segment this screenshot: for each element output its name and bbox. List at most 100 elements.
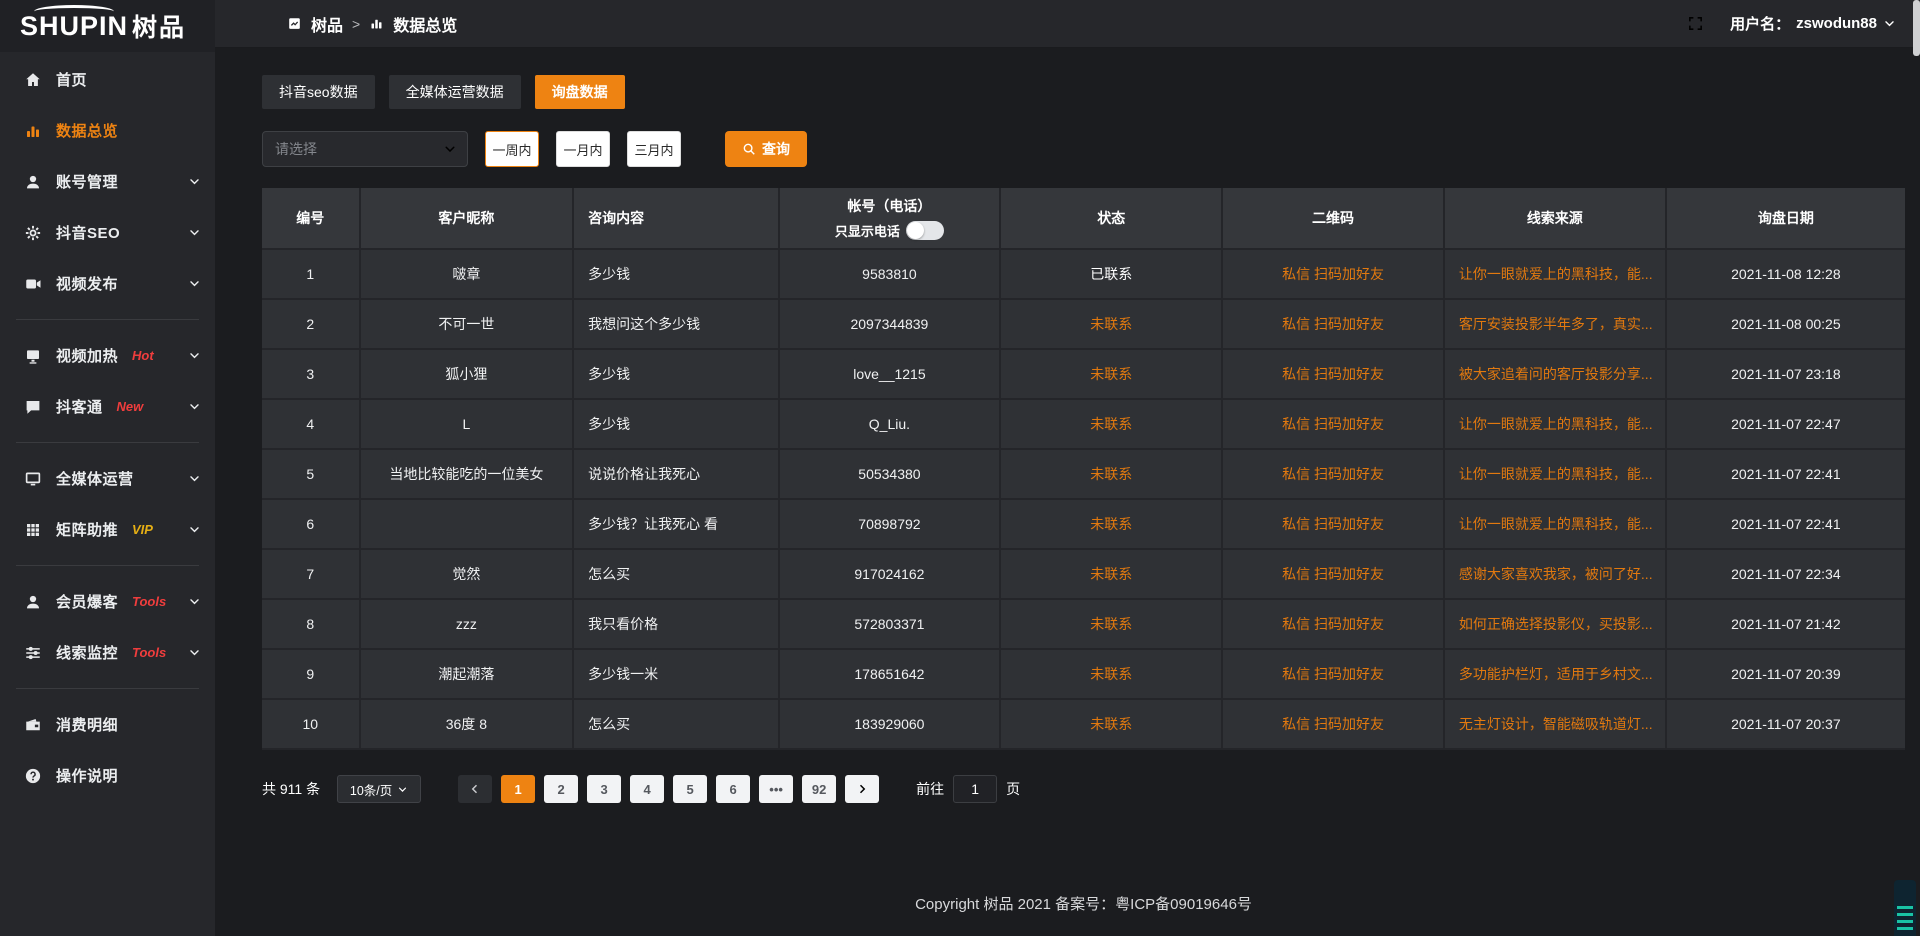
cell-qrcode-link[interactable]: 私信 扫码加好友 [1223, 600, 1445, 650]
sidebar-item-label: 会员爆客 [56, 594, 119, 611]
phone-only-toggle[interactable] [905, 221, 944, 240]
col-id: 编号 [262, 188, 361, 250]
cell-source-link[interactable]: 让你一眼就爱上的黑科技，能... [1444, 500, 1667, 550]
chevron-down-icon [188, 472, 201, 485]
date-range-button[interactable]: 三月内 [627, 131, 681, 167]
cell-source-link[interactable]: 让你一眼就爱上的黑科技，能... [1444, 400, 1667, 450]
page-number-button[interactable]: 3 [587, 775, 622, 803]
cell-content: 怎么买 [574, 700, 780, 750]
cell-nickname: L [360, 400, 575, 450]
chevron-down-icon [188, 349, 201, 362]
cell-account: 917024162 [779, 550, 1002, 600]
goto-page-input[interactable] [953, 775, 998, 803]
cell-date: 2021-11-07 23:18 [1666, 350, 1905, 400]
corner-widget[interactable] [1894, 880, 1916, 936]
cell-content: 多少钱 [574, 400, 780, 450]
col-qrcode: 二维码 [1223, 188, 1445, 250]
scrollbar-thumb[interactable] [1913, 0, 1920, 56]
chevron-down-icon [188, 175, 201, 188]
sidebar-item-badge: Hot [132, 348, 154, 363]
cell-nickname: 36度 8 [360, 700, 575, 750]
sidebar-item[interactable]: 账号管理 [0, 156, 215, 207]
data-tab[interactable]: 询盘数据 [534, 75, 625, 109]
sidebar-item[interactable]: 会员爆客 Tools [0, 576, 215, 627]
cell-qrcode-link[interactable]: 私信 扫码加好友 [1223, 550, 1445, 600]
sidebar-item[interactable]: 消费明细 [0, 699, 215, 750]
col-account: 帐号（电话） 只显示电话 [779, 188, 1002, 250]
sidebar-item[interactable]: 视频发布 [0, 258, 215, 309]
cell-source-link[interactable]: 让你一眼就爱上的黑科技，能... [1444, 450, 1667, 500]
cell-qrcode-link[interactable]: 私信 扫码加好友 [1223, 250, 1445, 300]
sidebar-item[interactable]: 线索监控 Tools [0, 627, 215, 678]
sidebar-item-icon [24, 173, 42, 191]
cell-date: 2021-11-07 20:37 [1666, 700, 1905, 750]
breadcrumb-separator: > [352, 15, 361, 32]
cell-source-link[interactable]: 被大家追着问的客厅投影分享... [1444, 350, 1667, 400]
cell-source-link[interactable]: 让你一眼就爱上的黑科技，能... [1444, 250, 1667, 300]
cell-source-link[interactable]: 多功能护栏灯，适用于乡村文... [1444, 650, 1667, 700]
cell-qrcode-link[interactable]: 私信 扫码加好友 [1223, 400, 1445, 450]
sidebar-item[interactable]: 矩阵助推 VIP [0, 504, 215, 555]
cell-qrcode-link[interactable]: 私信 扫码加好友 [1223, 500, 1445, 550]
sidebar-item[interactable]: 操作说明 [0, 750, 215, 801]
page-number-button[interactable]: 1 [501, 775, 536, 803]
date-range-button[interactable]: 一周内 [485, 131, 539, 167]
sidebar-item-badge: VIP [132, 522, 153, 537]
cell-content: 说说价格让我死心 [574, 450, 780, 500]
sidebar-item[interactable]: 首页 [0, 54, 215, 105]
cell-id: 5 [262, 450, 361, 500]
page-number-button[interactable]: 6 [716, 775, 751, 803]
cell-qrcode-link[interactable]: 私信 扫码加好友 [1223, 450, 1445, 500]
table-row: 5 当地比较能吃的一位美女 说说价格让我死心 50534380 未联系 私信 扫… [262, 450, 1905, 500]
cell-account: love__1215 [779, 350, 1002, 400]
page-size-select[interactable]: 10条/页 [337, 775, 422, 803]
prev-page-button[interactable] [458, 775, 493, 803]
cell-date: 2021-11-07 22:41 [1666, 450, 1905, 500]
cell-date: 2021-11-07 20:39 [1666, 650, 1905, 700]
sidebar-item[interactable]: 抖客通 New [0, 381, 215, 432]
filter-select[interactable]: 请选择 [262, 131, 468, 167]
user-menu[interactable]: 用户名： zswodun88 [1730, 13, 1896, 34]
sidebar-item[interactable]: 全媒体运营 [0, 453, 215, 504]
page-number-button[interactable]: ••• [759, 775, 794, 803]
cell-source-link[interactable]: 如何正确选择投影仪，买投影... [1444, 600, 1667, 650]
cell-qrcode-link[interactable]: 私信 扫码加好友 [1223, 300, 1445, 350]
page-number-button[interactable]: 4 [630, 775, 665, 803]
sidebar-item-label: 数据总览 [56, 123, 119, 140]
col-source: 线索来源 [1444, 188, 1667, 250]
sidebar-item[interactable]: 抖音SEO [0, 207, 215, 258]
cell-account: 572803371 [779, 600, 1002, 650]
cell-source-link[interactable]: 客厅安装投影半年多了，真实... [1444, 300, 1667, 350]
search-button[interactable]: 查询 [725, 131, 807, 167]
data-tab[interactable]: 抖音seo数据 [262, 75, 375, 109]
data-tab[interactable]: 全媒体运营数据 [388, 75, 521, 109]
chevron-down-icon [188, 226, 201, 239]
sidebar-item[interactable]: 视频加热 Hot [0, 330, 215, 381]
sidebar-item-label: 矩阵助推 [56, 522, 119, 539]
brand-logo: SHUPIN 树品 [0, 0, 215, 52]
page-number-button[interactable]: 5 [673, 775, 708, 803]
cell-source-link[interactable]: 感谢大家喜欢我家，被问了好... [1444, 550, 1667, 600]
inquiry-table: 编号 客户昵称 咨询内容 帐号（电话） 只显示电话 [262, 188, 1905, 750]
sidebar-item-label: 首页 [56, 72, 88, 89]
chevron-down-icon [188, 277, 201, 290]
cell-id: 8 [262, 600, 361, 650]
date-range-button[interactable]: 一月内 [556, 131, 610, 167]
page-number-button[interactable]: 2 [544, 775, 579, 803]
cell-qrcode-link[interactable]: 私信 扫码加好友 [1223, 700, 1445, 750]
cell-qrcode-link[interactable]: 私信 扫码加好友 [1223, 350, 1445, 400]
cell-status: 未联系 [1001, 400, 1224, 450]
breadcrumb-root[interactable]: 树品 [311, 17, 344, 35]
table-row: 10 36度 8 怎么买 183929060 未联系 私信 扫码加好友 无主灯设… [262, 700, 1905, 750]
sidebar-item-icon [24, 716, 42, 734]
cell-content: 多少钱 [574, 250, 780, 300]
page-number-button[interactable]: 92 [802, 775, 837, 803]
col-content: 咨询内容 [574, 188, 780, 250]
goto-unit: 页 [1006, 781, 1021, 797]
cell-date: 2021-11-07 22:41 [1666, 500, 1905, 550]
fullscreen-icon[interactable] [1687, 15, 1704, 32]
sidebar-item[interactable]: 数据总览 [0, 105, 215, 156]
next-page-button[interactable] [845, 775, 880, 803]
cell-source-link[interactable]: 无主灯设计，智能磁吸轨道灯... [1444, 700, 1667, 750]
cell-qrcode-link[interactable]: 私信 扫码加好友 [1223, 650, 1445, 700]
